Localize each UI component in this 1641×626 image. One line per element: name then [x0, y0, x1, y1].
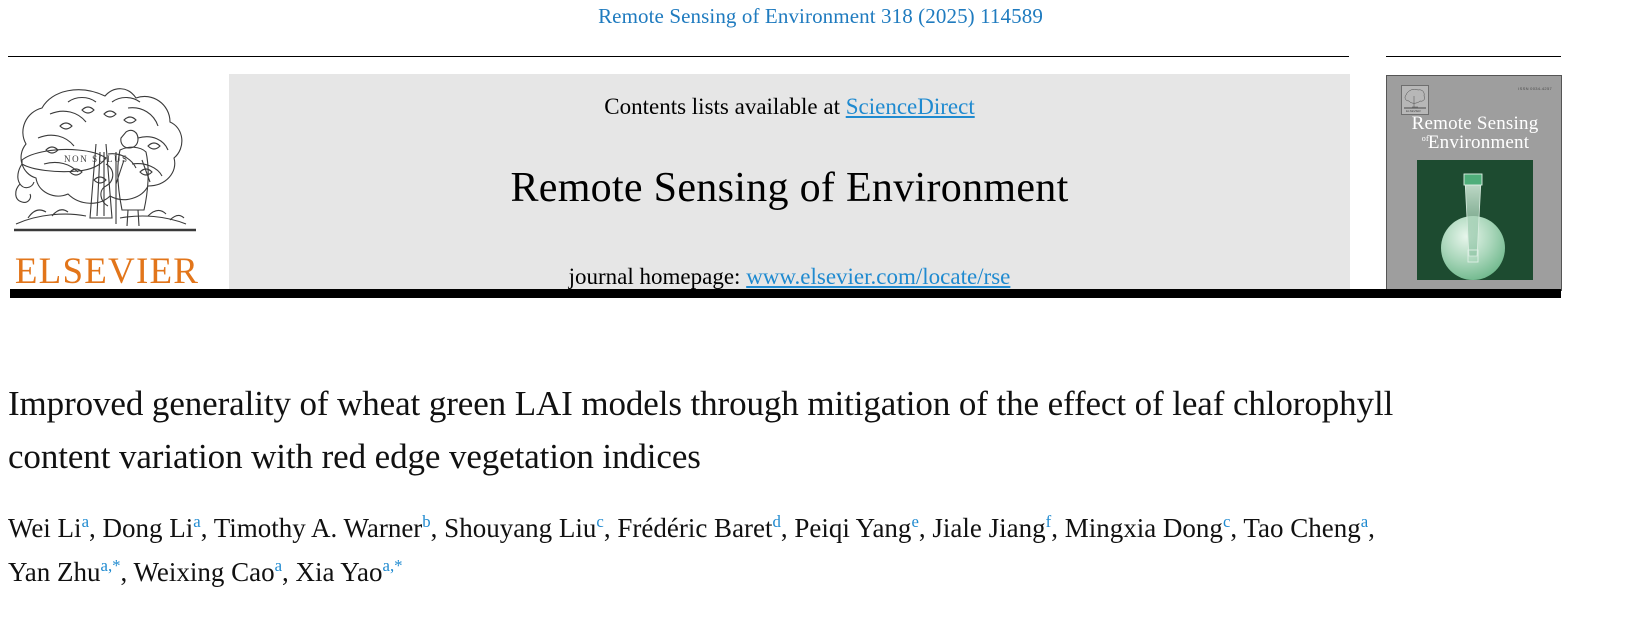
masthead-rule-right	[1386, 56, 1561, 57]
author-name[interactable]: Yan Zhu	[8, 556, 101, 587]
author-affiliation-marker[interactable]: f	[1045, 512, 1052, 531]
author-affiliation-marker[interactable]: a,*	[382, 555, 403, 575]
sciencedirect-link[interactable]: ScienceDirect	[845, 94, 975, 119]
author-name[interactable]: Dong Li	[102, 513, 194, 543]
author-name[interactable]: Shouyang Liu	[444, 513, 597, 543]
author-separator: ,	[1368, 513, 1375, 543]
author-name[interactable]: Wei Li	[8, 513, 82, 543]
author-affiliation-marker[interactable]: c	[596, 512, 604, 531]
author-separator: ,	[89, 513, 103, 543]
masthead-thick-rule	[10, 289, 1561, 298]
author-separator: ,	[918, 513, 933, 543]
article-header: Improved generality of wheat green LAI m…	[8, 378, 1408, 594]
author-separator: ,	[1230, 513, 1244, 543]
cover-artwork	[1417, 160, 1533, 280]
author-separator: ,	[200, 513, 214, 543]
elsevier-logo[interactable]: NON SOLUS ELSEVIER	[8, 68, 203, 292]
author-name[interactable]: Frédéric Baret	[617, 513, 773, 543]
author-affiliation-marker[interactable]: a	[1360, 512, 1369, 531]
journal-cover-thumbnail[interactable]: ELSEVIER ISSN 0034-4257 Remote Sensing o…	[1386, 75, 1562, 291]
author-affiliation-marker[interactable]: a,*	[100, 555, 121, 575]
author-affiliation-marker[interactable]: b	[422, 512, 431, 531]
contents-prefix-text: Contents lists available at	[604, 94, 846, 119]
author-separator: ,	[282, 556, 296, 587]
journal-masthead: NON SOLUS ELSEVIER Contents lists availa…	[0, 50, 1641, 292]
cover-journal-title: Remote Sensing ofEnvironment	[1387, 114, 1563, 152]
cover-title-line2: ofEnvironment	[1387, 133, 1563, 152]
article-title: Improved generality of wheat green LAI m…	[8, 384, 1394, 476]
running-head-citation: Remote Sensing of Environment 318 (2025)…	[598, 4, 1043, 28]
elsevier-wordmark: ELSEVIER	[14, 251, 200, 292]
author-affiliation-marker[interactable]: a	[193, 512, 201, 531]
author-name[interactable]: Timothy A. Warner	[213, 513, 423, 543]
author-separator: ,	[120, 556, 134, 587]
cover-tree-icon: ELSEVIER	[1404, 88, 1426, 113]
masthead-rule-left	[8, 56, 1349, 57]
author-name[interactable]: Jiale Jiang	[932, 513, 1046, 543]
author-list: Wei Lia, Dong Lia, Timothy A. Warnerb, S…	[8, 507, 1408, 594]
author-affiliation-marker[interactable]: d	[772, 512, 781, 531]
journal-homepage-line: journal homepage: www.elsevier.com/locat…	[229, 264, 1350, 290]
cover-art-graphic	[1441, 173, 1505, 280]
cover-issn-text: ISSN 0034-4257	[1518, 86, 1552, 91]
author-affiliation-marker[interactable]: c	[1222, 512, 1231, 531]
svg-text:NON SOLUS: NON SOLUS	[64, 154, 129, 164]
author-affiliation-marker[interactable]: a	[81, 512, 89, 531]
author-separator: ,	[430, 513, 445, 543]
svg-text:ELSEVIER: ELSEVIER	[1406, 109, 1422, 113]
journal-title: Remote Sensing of Environment	[510, 165, 1069, 211]
author-separator: ,	[603, 513, 618, 543]
author-name[interactable]: Peiqi Yang	[794, 513, 912, 543]
cover-title-line1: Remote Sensing	[1411, 113, 1539, 134]
author-name[interactable]: Xia Yao	[295, 556, 383, 587]
cover-title-environment: Environment	[1427, 132, 1530, 153]
contents-available-line: Contents lists available at ScienceDirec…	[229, 74, 1350, 120]
elsevier-tree-icon: NON SOLUS	[14, 88, 196, 232]
cover-elsevier-icon: ELSEVIER	[1401, 85, 1429, 115]
homepage-prefix-text: journal homepage:	[568, 264, 747, 289]
author-name[interactable]: Weixing Cao	[133, 556, 275, 587]
cover-title-of: of	[1421, 134, 1429, 143]
journal-homepage-link[interactable]: www.elsevier.com/locate/rse	[746, 264, 1011, 289]
author-separator: ,	[780, 513, 795, 543]
author-affiliation-marker[interactable]: a	[274, 555, 283, 575]
author-affiliation-marker[interactable]: e	[911, 512, 919, 531]
author-separator: ,	[1051, 513, 1065, 543]
author-name[interactable]: Tao Cheng	[1243, 513, 1361, 543]
author-name[interactable]: Mingxia Dong	[1064, 513, 1223, 543]
contents-panel: Contents lists available at ScienceDirec…	[229, 74, 1350, 290]
